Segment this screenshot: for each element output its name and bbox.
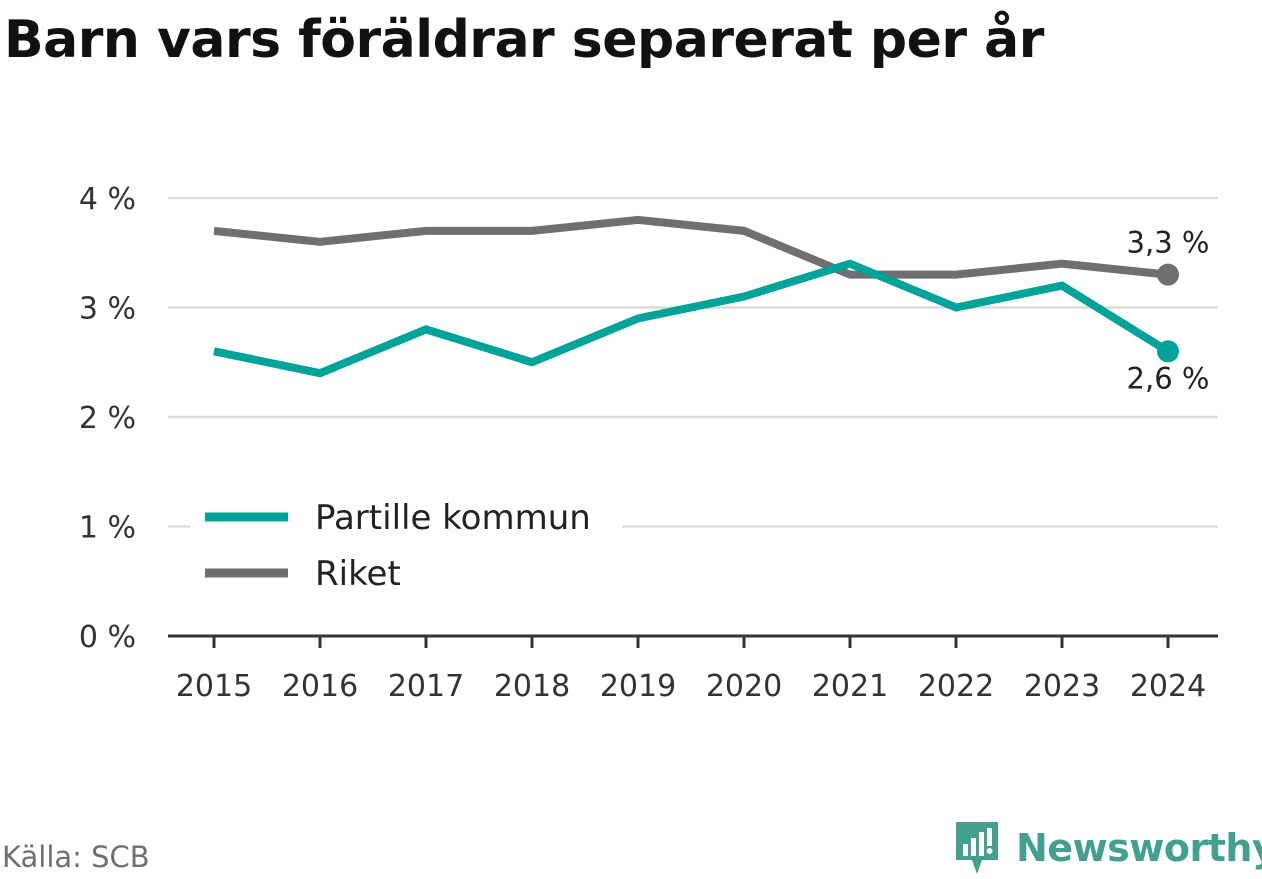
x-tick-label: 2019 (600, 669, 676, 704)
source-note: Källa: SCB (2, 840, 150, 874)
series-line (213, 215, 1169, 279)
legend-background (190, 488, 622, 598)
legend-label: Partille kommun (315, 498, 591, 538)
y-tick-label: 2 % (79, 401, 136, 436)
x-tick-label: 2023 (1024, 669, 1100, 704)
x-tick-label: 2024 (1130, 669, 1206, 704)
series-end-point (1157, 340, 1179, 363)
x-tick-label: 2015 (176, 669, 252, 704)
end-labels: 2,6 % 3,3 % (1127, 226, 1210, 396)
gridlines (168, 196, 1218, 528)
newsworthy-logo-icon (956, 822, 998, 874)
brand-name: Newsworthy (1016, 826, 1262, 870)
series-line (213, 259, 1171, 378)
x-tick-label: 2021 (812, 669, 888, 704)
x-tick-label: 2017 (388, 669, 464, 704)
y-tick-label: 0 % (79, 620, 136, 655)
end-value-label: 3,3 % (1127, 226, 1210, 260)
y-tick-label: 1 % (79, 511, 136, 546)
legend-label: Riket (315, 554, 401, 594)
legend: Partille kommun Riket (190, 488, 622, 598)
axes: 0 % 1 % 2 % 3 % 4 % 2015 2016 2017 2018 2019 2020 2… (79, 182, 1218, 704)
series (213, 215, 1179, 378)
x-tick-label: 2018 (494, 669, 570, 704)
newsworthy-logo: Newsworthy (952, 818, 1262, 878)
x-tick-label: 2016 (282, 669, 358, 704)
chart-title: Barn vars föräldrar separerat per år (4, 10, 1044, 70)
series-end-point (1157, 263, 1179, 286)
end-value-label: 2,6 % (1127, 361, 1210, 395)
x-tick-label: 2020 (706, 669, 782, 704)
y-tick-label: 4 % (79, 182, 136, 217)
x-tick-label: 2022 (918, 669, 994, 704)
y-tick-label: 3 % (79, 292, 136, 327)
